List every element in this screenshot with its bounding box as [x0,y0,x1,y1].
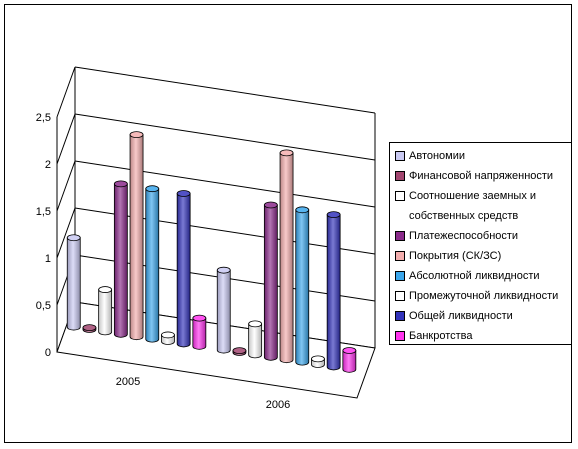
legend-swatch [395,291,405,301]
y-tick-label: 2 [45,159,51,171]
bar-9-2006 [342,350,357,373]
y-tick-label: 1 [45,253,51,265]
chart-frame: 0 0,5 1 1,5 2 2,5 2005 2006 Автономии Финансовой… [4,4,572,443]
y-tick-label: 0 [45,347,51,359]
gridline [74,113,376,161]
bar-4-2005 [113,183,128,338]
bar-4-2006 [263,204,278,361]
legend-label: Банкротства [409,330,473,342]
bar-8-2005 [176,193,191,348]
bar-cap [176,190,191,197]
bar-cap [342,347,357,354]
legend-item: Абсолютной ликвидности [393,266,571,286]
legend-item: собственных средств [393,206,571,226]
bar-3-2006 [248,323,263,359]
legend-swatch [395,211,405,221]
side-gridline [56,160,76,212]
x-category-label: 2005 [116,376,140,388]
bar-cap [216,266,231,274]
legend-label: Соотношение заемных и [409,190,537,202]
bar-cap [192,314,207,322]
bar-5-2006 [279,152,294,364]
side-gridline [56,113,76,165]
y-tick-label: 2,5 [36,112,51,124]
legend-swatch [395,331,405,341]
y-tick-label: 1,5 [36,206,51,218]
side-gridline [56,66,76,118]
side-gridline [56,207,76,259]
bar-cap [279,149,294,157]
legend-label: Общей ликвидности [409,310,513,322]
legend-item: Промежуточной ликвидности [393,286,571,306]
legend-item: Общей ликвидности [393,306,571,326]
bar-cap [248,320,263,328]
bar-3-2005 [98,289,113,336]
bar-1-2005 [66,237,81,331]
bar-6-2005 [145,188,160,343]
legend-item: Автономии [393,146,571,166]
y-tick-label: 0,5 [36,300,51,312]
chart-plot: 0 0,5 1 1,5 2 2,5 2005 2006 [36,66,376,411]
gridline [74,66,376,114]
bar-1-2006 [216,269,231,354]
bar-cap [66,234,81,242]
bar-cap [311,355,325,363]
legend-label: Промежуточной ликвидности [409,290,559,302]
legend-label: Автономии [409,150,466,162]
bar-cap [326,211,341,219]
bar-cap [295,206,310,214]
bar-cap [145,185,160,193]
legend-item: Банкротства [393,326,571,346]
legend-label: Покрытия (СК/ЗС) [409,250,502,262]
bar-cap [113,180,128,188]
legend-swatch [395,311,405,321]
legend-item: Соотношение заемных и [393,186,571,206]
legend-label: собственных средств [409,210,519,222]
legend-item: Финансовой напряженности [393,166,571,186]
bar-cap [263,201,278,209]
legend-item: Покрытия (СК/ЗС) [393,246,571,266]
bar-5-2005 [129,134,144,341]
legend-swatch [395,171,405,181]
legend-swatch [395,271,405,281]
bar-9-2005 [192,317,207,350]
legend-label: Абсолютной ликвидности [409,270,540,282]
legend-swatch [395,251,405,261]
legend-item: Платежеспособности [393,226,571,246]
x-category-label: 2006 [266,399,290,411]
legend-swatch [395,191,405,201]
bar-cap [232,347,247,354]
bar-cap [98,286,113,293]
legend-label: Платежеспособности [409,230,519,242]
bar-cap [129,131,144,138]
legend-swatch [395,231,405,241]
gridline [74,160,376,208]
legend-label: Финансовой напряженности [409,170,554,182]
bar-6-2006 [295,209,310,366]
bar-8-2006 [326,214,341,371]
bar-cap [161,331,175,339]
legend-swatch [395,151,405,161]
bar-cap [82,324,97,331]
chart-legend: Автономии Финансовой напряженности Соотнош… [389,142,572,345]
